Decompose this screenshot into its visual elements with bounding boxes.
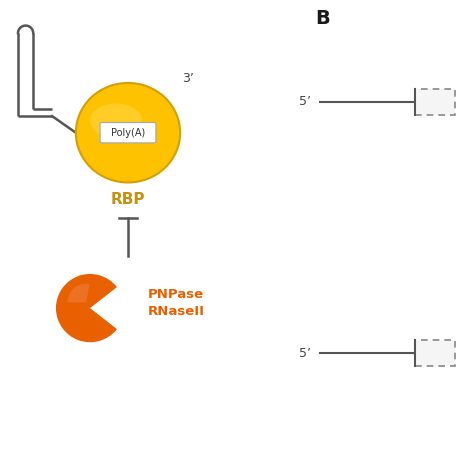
FancyBboxPatch shape	[100, 122, 156, 143]
Wedge shape	[92, 317, 102, 333]
Text: B: B	[315, 9, 330, 28]
FancyBboxPatch shape	[415, 89, 455, 115]
Text: Poly(A): Poly(A)	[111, 128, 145, 138]
FancyBboxPatch shape	[415, 340, 455, 366]
Text: 3’: 3’	[182, 73, 194, 85]
Ellipse shape	[76, 83, 180, 182]
Wedge shape	[56, 274, 117, 342]
Text: PNPase
RNaseII: PNPase RNaseII	[148, 288, 205, 319]
Text: 5’: 5’	[299, 346, 310, 360]
Text: 5’: 5’	[299, 95, 310, 109]
Ellipse shape	[90, 103, 142, 138]
Text: RBP: RBP	[111, 191, 145, 207]
Wedge shape	[67, 283, 90, 302]
